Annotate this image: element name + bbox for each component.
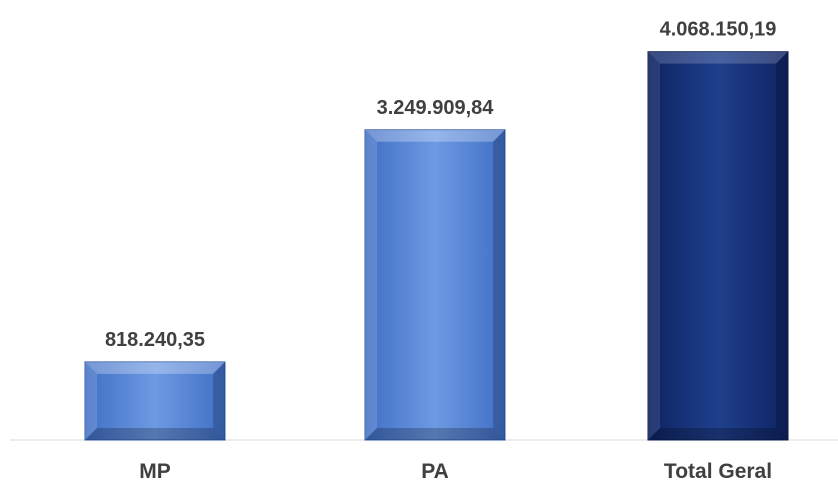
data-label: 3.249.909,84	[377, 97, 495, 119]
data-label: 4.068.150,19	[660, 19, 777, 41]
bar-pa	[364, 129, 506, 441]
category-label: MP	[139, 460, 171, 483]
bar-total-geral	[647, 51, 789, 441]
category-label: Total Geral	[664, 460, 772, 483]
bar-mp	[84, 361, 226, 441]
data-label: 818.240,35	[105, 329, 205, 351]
category-label: PA	[421, 460, 449, 483]
